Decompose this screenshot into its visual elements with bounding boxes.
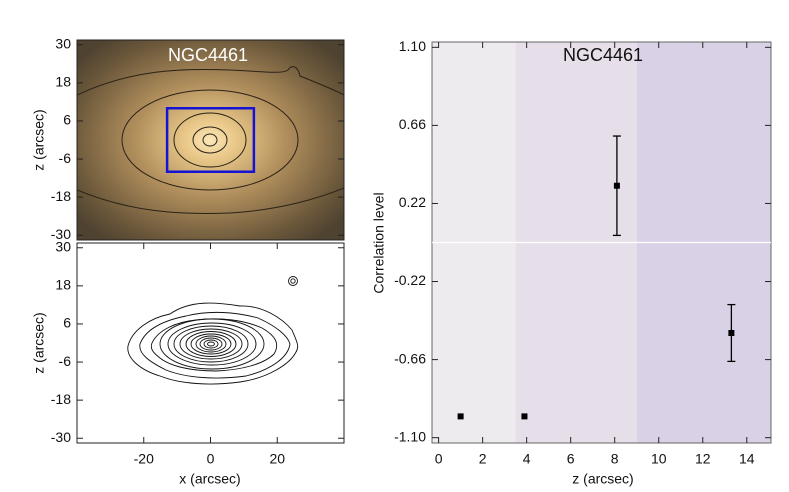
- point: [521, 413, 528, 420]
- y-axis-label: z (arcsec): [31, 312, 47, 373]
- y-tick-label: 18: [55, 74, 71, 90]
- y-tick-label: 0.22: [399, 194, 426, 210]
- y-axis-label: z (arcsec): [31, 109, 47, 170]
- image-title: NGC4461: [168, 45, 248, 65]
- contour-map: [127, 276, 299, 385]
- x-tick-label: 6: [567, 451, 575, 467]
- y-tick-label: 1.10: [399, 38, 426, 54]
- y-tick-label: 30: [55, 238, 71, 254]
- x-tick-label: 2: [479, 451, 487, 467]
- point: [728, 329, 735, 336]
- x-tick-label: 10: [651, 451, 667, 467]
- y-tick-label: 6: [63, 112, 71, 128]
- y-tick-label: 18: [55, 277, 71, 293]
- x-tick-label: 0: [207, 451, 215, 467]
- x-tick-label: 20: [269, 451, 285, 467]
- point: [457, 413, 464, 420]
- y-tick-label: -30: [51, 226, 71, 242]
- y-tick-label: -0.22: [394, 272, 426, 288]
- y-tick-label: -1.10: [394, 428, 426, 444]
- selection-box: [165, 107, 256, 173]
- y-tick-label: 30: [55, 35, 71, 51]
- x-tick-label: -20: [134, 451, 154, 467]
- point: [613, 182, 620, 189]
- panel-frame: [76, 39, 345, 241]
- x-tick-label: 4: [523, 451, 531, 467]
- y-tick-label: 0.66: [399, 116, 426, 132]
- y-tick-label: 6: [63, 315, 71, 331]
- x-tick-label: 0: [435, 451, 443, 467]
- x-axis-label: z (arcsec): [572, 471, 633, 487]
- x-tick-label: 8: [611, 451, 619, 467]
- y-tick-label: -18: [51, 188, 71, 204]
- panel-frame: [76, 242, 345, 444]
- y-tick-label: -6: [59, 150, 72, 166]
- chart-title: NGC4461: [563, 45, 643, 65]
- y-tick-label: -18: [51, 391, 71, 407]
- x-tick-label: 14: [739, 451, 755, 467]
- x-tick-label: 12: [695, 451, 711, 467]
- y-tick-label: -6: [59, 353, 72, 369]
- x-axis-label: x (arcsec): [179, 471, 240, 487]
- galaxy-image: [77, 40, 344, 240]
- y-tick-label: -30: [51, 429, 71, 445]
- y-tick-label: -0.66: [394, 350, 426, 366]
- y-axis-label: Correlation level: [371, 192, 387, 293]
